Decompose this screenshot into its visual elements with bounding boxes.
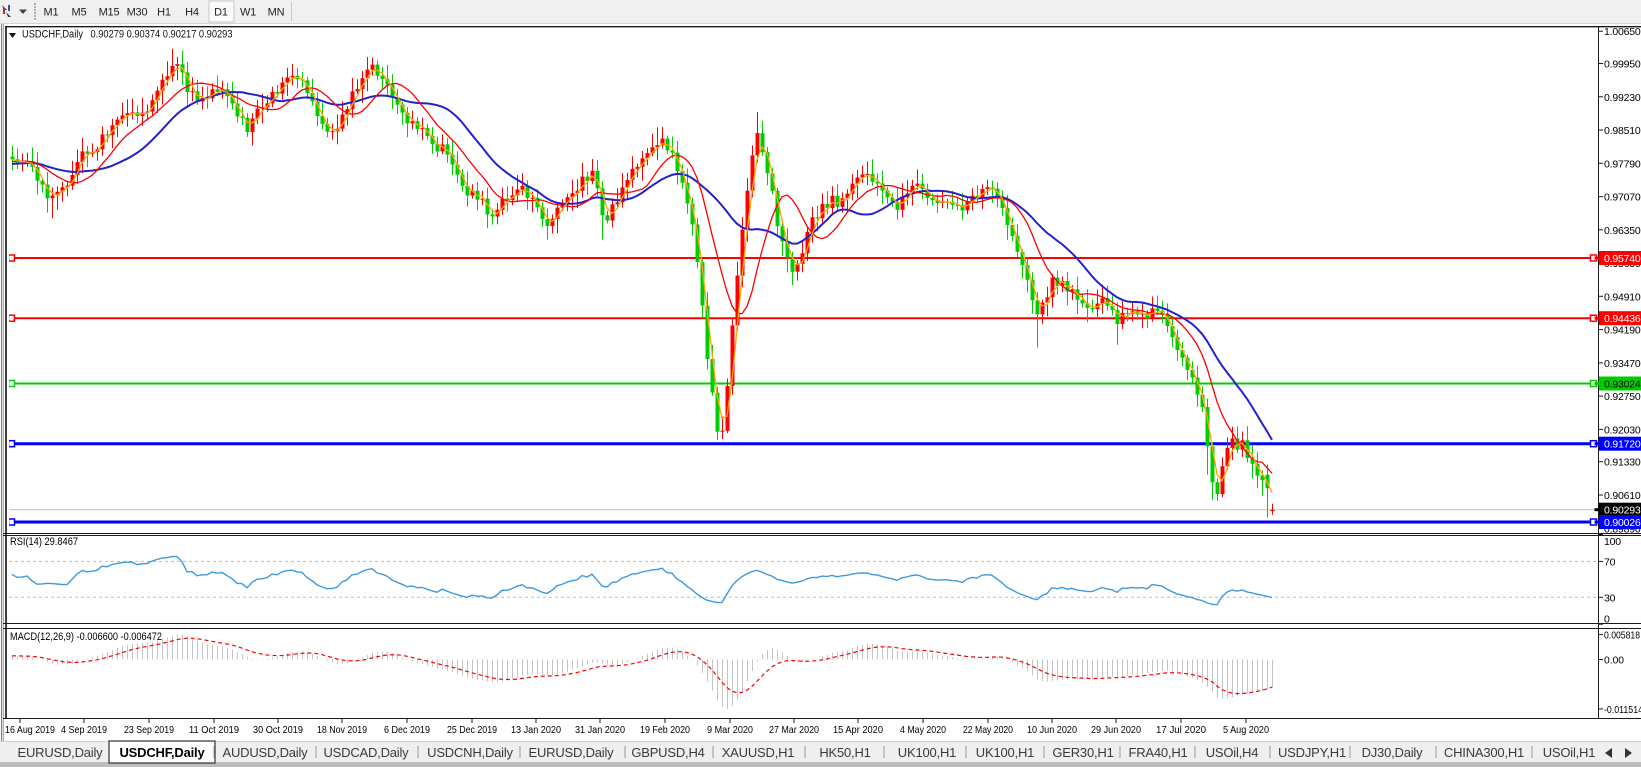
svg-text:4 May 2020: 4 May 2020: [900, 724, 946, 736]
svg-text:W1: W1: [240, 7, 256, 19]
svg-text:USDCHF,Daily: USDCHF,Daily: [119, 745, 205, 760]
svg-text:30 Oct 2019: 30 Oct 2019: [253, 724, 303, 736]
svg-text:GER30,H1: GER30,H1: [1052, 745, 1113, 760]
svg-text:D1: D1: [214, 7, 228, 19]
svg-text:USDCHF,Daily: USDCHF,Daily: [22, 29, 83, 41]
svg-text:EURUSD,Daily: EURUSD,Daily: [17, 745, 103, 760]
svg-text:UK100,H1: UK100,H1: [976, 745, 1034, 760]
svg-text:11 Oct 2019: 11 Oct 2019: [189, 724, 239, 736]
svg-text:0.90026: 0.90026: [1604, 517, 1641, 529]
svg-text:0.95740: 0.95740: [1604, 253, 1641, 265]
svg-text:5 Aug 2020: 5 Aug 2020: [1223, 724, 1269, 736]
svg-text:23 Sep 2019: 23 Sep 2019: [124, 724, 174, 736]
svg-text:0.93024: 0.93024: [1604, 379, 1641, 391]
svg-text:0.93470: 0.93470: [1604, 358, 1641, 370]
svg-text:22 May 2020: 22 May 2020: [963, 724, 1013, 736]
svg-text:EURUSD,Daily: EURUSD,Daily: [528, 745, 614, 760]
svg-text:30: 30: [1604, 592, 1616, 604]
svg-text:0.91330: 0.91330: [1604, 457, 1641, 469]
svg-text:0.94436: 0.94436: [1604, 313, 1641, 325]
svg-text:RSI(14) 29.8467: RSI(14) 29.8467: [10, 536, 78, 548]
svg-text:25 Dec 2019: 25 Dec 2019: [447, 724, 497, 736]
svg-text:UK100,H1: UK100,H1: [898, 745, 956, 760]
svg-text:M15: M15: [99, 7, 120, 19]
svg-text:0.92030: 0.92030: [1604, 424, 1641, 436]
svg-text:19 Feb 2020: 19 Feb 2020: [640, 724, 690, 736]
svg-text:0.005818: 0.005818: [1604, 630, 1640, 642]
svg-text:16 Aug 2019: 16 Aug 2019: [5, 724, 55, 736]
svg-text:H4: H4: [185, 7, 199, 19]
svg-text:1.00650: 1.00650: [1604, 26, 1641, 38]
svg-text:0.97790: 0.97790: [1604, 158, 1641, 170]
svg-text:0.92750: 0.92750: [1604, 391, 1641, 403]
svg-text:0.99950: 0.99950: [1604, 59, 1641, 71]
svg-text:29 Jun 2020: 29 Jun 2020: [1091, 724, 1141, 736]
svg-text:FRA40,H1: FRA40,H1: [1128, 745, 1187, 760]
svg-text:0.96350: 0.96350: [1604, 225, 1641, 237]
svg-text:USDCAD,Daily: USDCAD,Daily: [323, 745, 409, 760]
svg-text:15 Apr 2020: 15 Apr 2020: [833, 724, 883, 736]
svg-text:MACD(12,26,9) -0.006600 -0.006: MACD(12,26,9) -0.006600 -0.006472: [10, 631, 162, 643]
svg-text:6 Dec 2019: 6 Dec 2019: [384, 724, 430, 736]
svg-text:10 Jun 2020: 10 Jun 2020: [1027, 724, 1077, 736]
svg-text:CHINA300,H1: CHINA300,H1: [1444, 745, 1524, 760]
svg-text:0.90279 0.90374 0.90217 0.9029: 0.90279 0.90374 0.90217 0.90293: [91, 29, 233, 41]
svg-text:USOil,H4: USOil,H4: [1206, 745, 1259, 760]
svg-text:GBPUSD,H4: GBPUSD,H4: [631, 745, 704, 760]
svg-text:0: 0: [1604, 614, 1610, 626]
svg-text:XAUUSD,H1: XAUUSD,H1: [722, 745, 795, 760]
svg-text:M1: M1: [44, 7, 59, 19]
svg-text:-0.011514: -0.011514: [1604, 704, 1641, 716]
svg-text:18 Nov 2019: 18 Nov 2019: [317, 724, 367, 736]
svg-text:0.00: 0.00: [1604, 655, 1624, 667]
svg-text:USDCNH,Daily: USDCNH,Daily: [427, 745, 513, 760]
svg-text:AUDUSD,Daily: AUDUSD,Daily: [222, 745, 308, 760]
svg-text:M30: M30: [127, 7, 148, 19]
svg-text:0.99230: 0.99230: [1604, 92, 1641, 104]
svg-text:4 Sep 2019: 4 Sep 2019: [61, 724, 107, 736]
svg-text:31 Jan 2020: 31 Jan 2020: [575, 724, 625, 736]
svg-text:0.91720: 0.91720: [1604, 439, 1641, 451]
svg-text:DJ30,Daily: DJ30,Daily: [1362, 745, 1424, 760]
svg-text:USDJPY,H1: USDJPY,H1: [1278, 745, 1346, 760]
svg-text:0.90610: 0.90610: [1604, 490, 1641, 502]
svg-text:27 Mar 2020: 27 Mar 2020: [769, 724, 819, 736]
svg-text:0.98510: 0.98510: [1604, 125, 1641, 137]
svg-text:0.97070: 0.97070: [1604, 192, 1641, 204]
svg-text:M5: M5: [72, 7, 87, 19]
svg-text:100: 100: [1604, 536, 1621, 548]
svg-text:HK50,H1: HK50,H1: [819, 745, 870, 760]
svg-text:0.94190: 0.94190: [1604, 325, 1641, 337]
svg-text:MN: MN: [268, 7, 285, 19]
svg-text:USOil,H1: USOil,H1: [1543, 745, 1596, 760]
svg-text:9 Mar 2020: 9 Mar 2020: [707, 724, 753, 736]
svg-text:70: 70: [1604, 556, 1616, 568]
svg-text:13 Jan 2020: 13 Jan 2020: [511, 724, 561, 736]
svg-text:H1: H1: [157, 7, 171, 19]
svg-text:0.90293: 0.90293: [1604, 505, 1641, 517]
svg-text:0.94910: 0.94910: [1604, 291, 1641, 303]
svg-text:17 Jul 2020: 17 Jul 2020: [1156, 724, 1206, 736]
